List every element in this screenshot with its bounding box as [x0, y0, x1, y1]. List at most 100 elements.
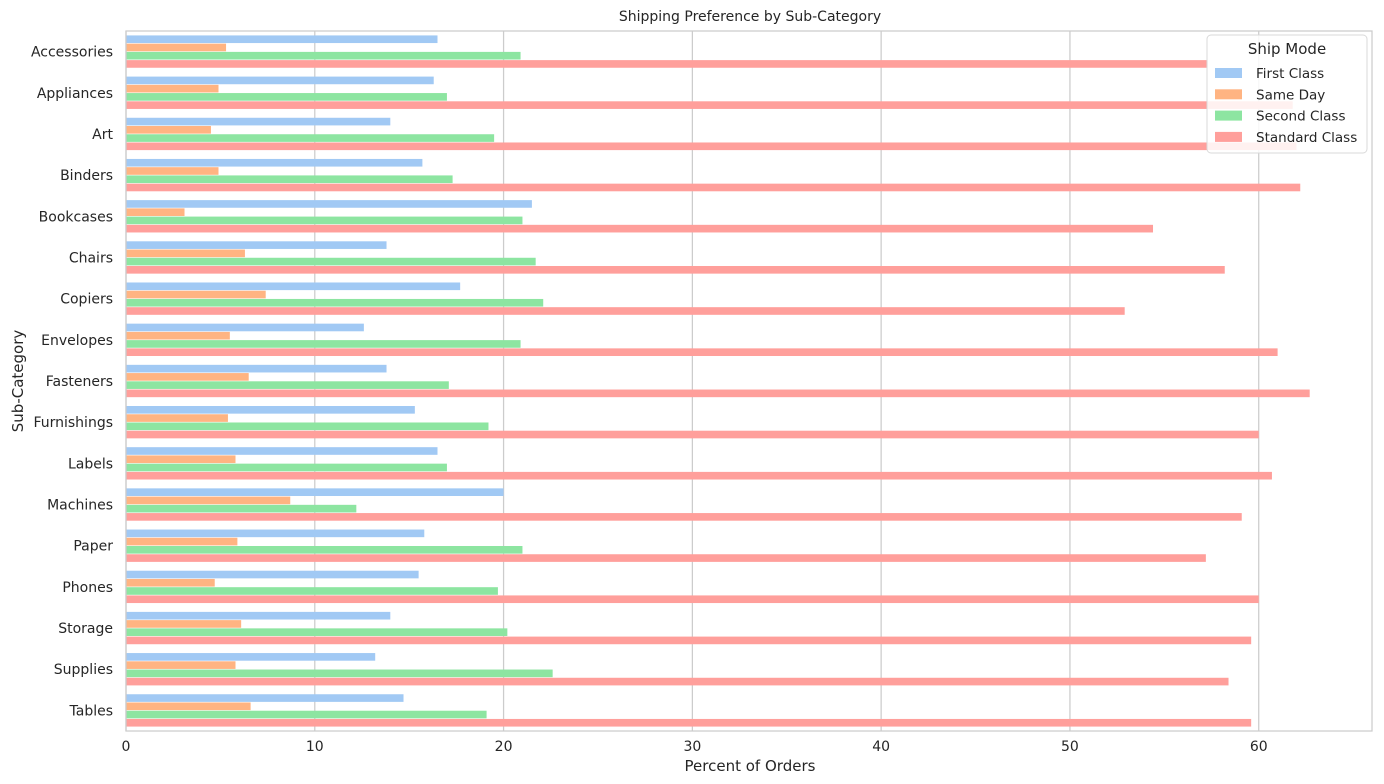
bar	[126, 620, 242, 628]
y-tick-label: Storage	[58, 621, 113, 637]
bar	[126, 101, 1293, 109]
bar	[126, 134, 495, 142]
y-tick-label: Fasteners	[46, 374, 113, 390]
bar	[126, 488, 504, 496]
y-tick-label: Machines	[47, 498, 113, 514]
bar	[126, 167, 219, 175]
bar	[126, 537, 238, 546]
bar	[126, 51, 521, 60]
bar	[126, 84, 219, 93]
bar	[126, 455, 236, 464]
bar	[126, 298, 544, 307]
legend: Ship Mode First Class Same Day Second Clas…	[1206, 34, 1368, 154]
legend-label: Standard Class	[1256, 130, 1357, 146]
bar	[126, 578, 215, 587]
bar	[126, 158, 423, 167]
bar	[126, 249, 245, 258]
bar	[126, 307, 1125, 315]
bar	[126, 611, 391, 620]
x-tick-label: 60	[1250, 739, 1268, 755]
bar	[126, 142, 1297, 151]
legend-swatch	[1215, 68, 1242, 78]
legend-label: Second Class	[1256, 109, 1346, 125]
y-tick-label: Labels	[68, 456, 113, 472]
bar	[126, 323, 364, 332]
y-tick-label: Paper	[73, 539, 113, 555]
legend-swatch	[1215, 89, 1242, 100]
x-axis-label: Percent of Orders	[685, 757, 816, 775]
x-tick-label: 20	[495, 739, 513, 755]
y-tick-label: Bookcases	[39, 209, 113, 225]
bars	[126, 35, 1310, 727]
y-tick-label: Copiers	[60, 292, 113, 308]
bar	[126, 340, 521, 348]
bar	[126, 35, 438, 44]
x-tick-label: 30	[683, 739, 701, 755]
y-axis-ticks: Accessories Appliances Art Binders Bookcases…	[31, 45, 114, 720]
bar	[126, 389, 1310, 398]
legend-box	[1206, 34, 1368, 154]
bar	[126, 653, 376, 661]
bar	[126, 282, 461, 291]
bar	[126, 628, 508, 636]
bar	[126, 76, 434, 85]
bar	[126, 117, 391, 126]
y-tick-label: Envelopes	[41, 333, 113, 349]
bar	[126, 381, 449, 389]
bar	[126, 43, 227, 52]
bar	[126, 554, 1206, 562]
bar	[126, 175, 453, 184]
bar	[126, 677, 1229, 686]
bar	[126, 718, 1252, 727]
bar	[126, 587, 498, 595]
legend-label: Same Day	[1256, 87, 1325, 103]
bar	[126, 373, 249, 381]
bar	[126, 414, 228, 422]
y-tick-label: Appliances	[37, 86, 113, 102]
legend-items: First Class Same Day Second Class Standard …	[1215, 66, 1357, 146]
bar	[126, 60, 1208, 68]
y-tick-label: Supplies	[54, 662, 113, 678]
y-tick-label: Chairs	[69, 250, 113, 266]
bar	[126, 266, 1225, 274]
x-tick-label: 40	[872, 739, 890, 755]
bar	[126, 422, 489, 431]
chart-title: Shipping Preference by Sub-Category	[619, 9, 881, 25]
bar	[126, 702, 251, 711]
bar	[126, 224, 1154, 233]
y-tick-label: Accessories	[31, 45, 113, 61]
bar	[126, 364, 387, 373]
bar	[126, 208, 185, 216]
y-tick-label: Binders	[60, 168, 113, 184]
x-axis-ticks: 0 10 20 30 40 50 60	[122, 739, 1268, 755]
bar	[126, 513, 1242, 521]
x-tick-label: 10	[306, 739, 324, 755]
x-tick-label: 50	[1061, 739, 1079, 755]
bar	[126, 636, 1252, 645]
bar	[126, 93, 447, 101]
bar	[126, 406, 415, 414]
legend-label: First Class	[1256, 66, 1324, 82]
y-tick-label: Art	[92, 127, 113, 143]
bar	[126, 241, 387, 249]
bar	[126, 694, 404, 702]
bar	[126, 595, 1259, 604]
bar	[126, 216, 523, 225]
bar	[126, 183, 1301, 192]
bar	[126, 669, 553, 678]
bar	[126, 290, 266, 299]
bar	[126, 200, 532, 208]
y-tick-label: Phones	[62, 580, 113, 596]
bar	[126, 331, 230, 340]
y-tick-label: Tables	[69, 703, 114, 719]
bar	[126, 496, 291, 505]
bar	[126, 570, 419, 579]
bar	[126, 471, 1272, 480]
bar	[126, 504, 357, 513]
bar	[126, 710, 487, 719]
bar	[126, 529, 425, 538]
legend-swatch	[1215, 131, 1242, 142]
legend-title: Ship Mode	[1248, 40, 1326, 58]
